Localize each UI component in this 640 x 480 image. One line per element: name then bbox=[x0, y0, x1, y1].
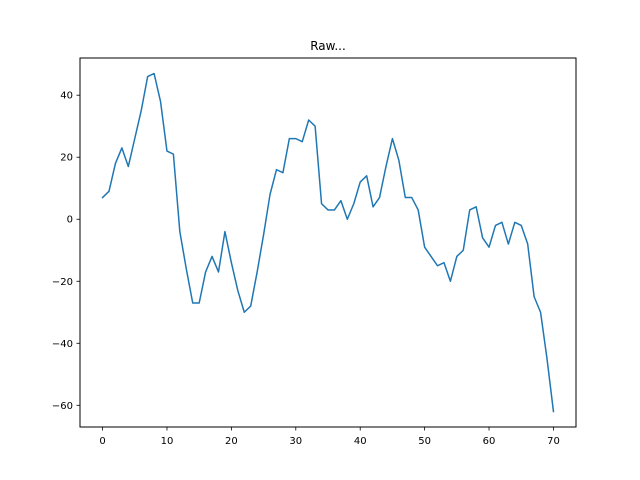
y-tick-label: −60 bbox=[52, 401, 73, 412]
x-tick-label: 50 bbox=[418, 436, 431, 447]
chart-title: Raw... bbox=[310, 39, 346, 53]
x-tick-label: 70 bbox=[547, 436, 560, 447]
x-tick-label: 40 bbox=[354, 436, 367, 447]
x-tick-label: 30 bbox=[289, 436, 302, 447]
y-axis: −60 −40 −20 0 20 40 bbox=[52, 91, 80, 412]
plot-frame bbox=[79, 57, 577, 428]
x-axis: 0 10 20 30 40 50 60 70 bbox=[99, 427, 560, 447]
plot-area bbox=[101, 72, 555, 413]
y-tick-label: 40 bbox=[60, 91, 73, 102]
series-line-0 bbox=[101, 72, 555, 413]
x-tick-label: 20 bbox=[225, 436, 238, 447]
x-tick-label: 60 bbox=[483, 436, 496, 447]
y-tick-label: 20 bbox=[60, 153, 73, 164]
y-tick-label: −20 bbox=[52, 277, 73, 288]
y-tick-label: 0 bbox=[67, 215, 73, 226]
x-tick-label: 0 bbox=[99, 436, 105, 447]
y-tick-label: −40 bbox=[52, 339, 73, 350]
x-tick-label: 10 bbox=[161, 436, 174, 447]
